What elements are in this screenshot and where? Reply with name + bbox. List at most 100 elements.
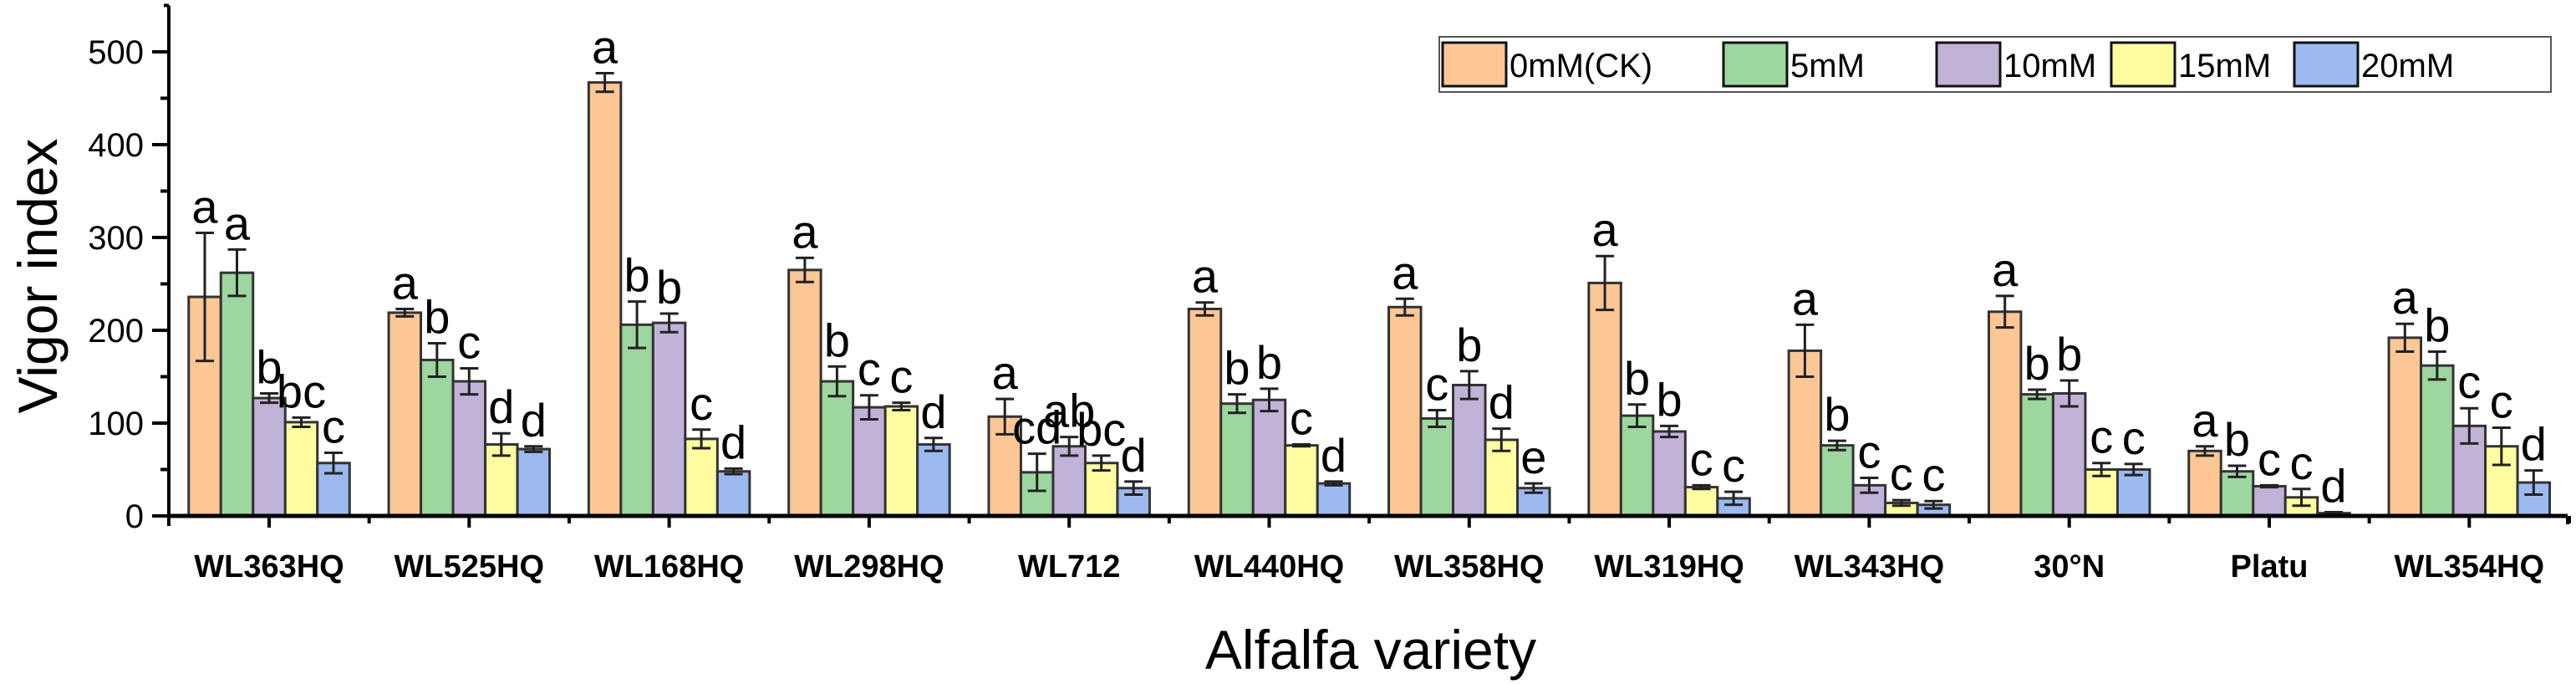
error-bar	[395, 307, 415, 318]
y-tick-label: 100	[88, 406, 144, 442]
bar-group: ab bcd	[1187, 250, 1352, 518]
bar	[1820, 444, 1855, 518]
significance-label: b	[2424, 299, 2450, 352]
bar	[1484, 438, 1520, 518]
bar	[1284, 444, 1319, 518]
error-bar	[260, 391, 278, 405]
legend-swatch	[1441, 41, 1508, 88]
significance-label: c	[1922, 448, 1945, 501]
bar-group: ab cd d	[387, 256, 552, 518]
bar-group: ab bcd	[587, 21, 751, 518]
legend-item: 20mM	[2293, 41, 2454, 88]
x-tick-label: WL363HQ	[194, 549, 344, 584]
error-bar	[1795, 323, 1815, 378]
significance-label: c	[457, 316, 481, 369]
significance-label: a	[592, 21, 619, 74]
significance-label: b	[1624, 352, 1650, 405]
error-bar	[2227, 464, 2247, 478]
significance-label: d	[521, 394, 547, 447]
error-bar	[227, 248, 247, 298]
significance-label: b	[256, 340, 282, 393]
x-tick-label: WL525HQ	[395, 549, 544, 584]
bar	[1452, 383, 1487, 518]
error-bar	[2427, 350, 2446, 381]
error-bar	[1660, 424, 1679, 439]
x-tick-label: Platu	[2231, 549, 2309, 584]
significance-label: c	[889, 350, 913, 403]
significance-label: c	[1722, 439, 1745, 492]
x-tick-label: WL712	[1018, 549, 1120, 584]
y-tick-label: 300	[88, 220, 144, 257]
error-bar	[460, 367, 479, 396]
bar	[1387, 305, 1423, 518]
significance-label: d	[1121, 429, 1147, 482]
error-bar	[2524, 469, 2543, 496]
significance-label: c	[2258, 432, 2281, 485]
error-bar	[292, 416, 311, 428]
bar	[2051, 391, 2087, 518]
significance-label: c	[690, 377, 713, 430]
error-bar	[2196, 445, 2214, 457]
significance-label: a	[191, 180, 218, 232]
significance-label: bc	[277, 365, 326, 417]
error-bar	[1524, 482, 1543, 494]
significance-label: a	[392, 256, 419, 309]
legend-item: 0mM(CK)	[1441, 41, 1652, 88]
significance-label: c	[1890, 447, 1913, 500]
bar-group: ab bc c	[1987, 243, 2151, 518]
bar	[651, 321, 687, 518]
significance-label: a	[792, 205, 818, 258]
bar	[619, 323, 654, 518]
error-bar	[2324, 511, 2343, 516]
error-bar	[1395, 297, 1414, 317]
error-bar	[1060, 436, 1079, 457]
error-bar	[1027, 452, 1046, 493]
significance-label: c	[1857, 425, 1881, 477]
bar-group: ab bc c	[1587, 203, 1751, 518]
bar	[1652, 430, 1687, 518]
significance-label: e	[1520, 431, 1546, 483]
error-bar	[628, 300, 647, 350]
bar	[715, 470, 751, 518]
error-bar	[892, 401, 911, 411]
bar	[787, 268, 822, 518]
y-tick-label: 0	[125, 498, 144, 535]
error-bar	[1292, 443, 1311, 448]
legend-swatch	[2110, 41, 2176, 88]
significance-label: b	[2224, 413, 2250, 466]
significance-label: c	[2122, 411, 2146, 464]
error-bar	[1924, 499, 1943, 510]
significance-label: a	[1592, 203, 1619, 256]
bar	[283, 421, 319, 518]
x-tick-label: WL354HQ	[2395, 549, 2544, 584]
x-axis-title: Alfalfa variety	[1205, 619, 1536, 681]
error-bar	[1324, 480, 1343, 487]
bar	[2019, 393, 2054, 518]
bar	[387, 311, 423, 518]
x-tick-label: WL168HQ	[594, 549, 744, 584]
bar	[516, 447, 552, 518]
bar	[1683, 486, 1719, 518]
significance-label: b	[824, 314, 850, 366]
significance-label: cd	[1012, 401, 1061, 454]
error-bar	[524, 445, 543, 453]
significance-label: c	[858, 343, 881, 396]
significance-label: a	[1792, 272, 1819, 324]
legend-item: 10mM	[1935, 41, 2096, 88]
error-bar	[427, 342, 446, 378]
bar	[1419, 416, 1455, 518]
legend-swatch	[1935, 41, 2002, 88]
significance-label: b	[1256, 336, 1282, 389]
error-bar	[1827, 439, 1846, 452]
bar	[2187, 449, 2222, 518]
significance-label: d	[920, 385, 946, 438]
error-bar	[1891, 498, 1911, 508]
error-bar	[1492, 427, 1511, 452]
error-bar	[2124, 462, 2143, 477]
significance-label: c	[2490, 375, 2513, 428]
significance-label: b	[1657, 373, 1683, 426]
error-bar	[2260, 483, 2278, 489]
